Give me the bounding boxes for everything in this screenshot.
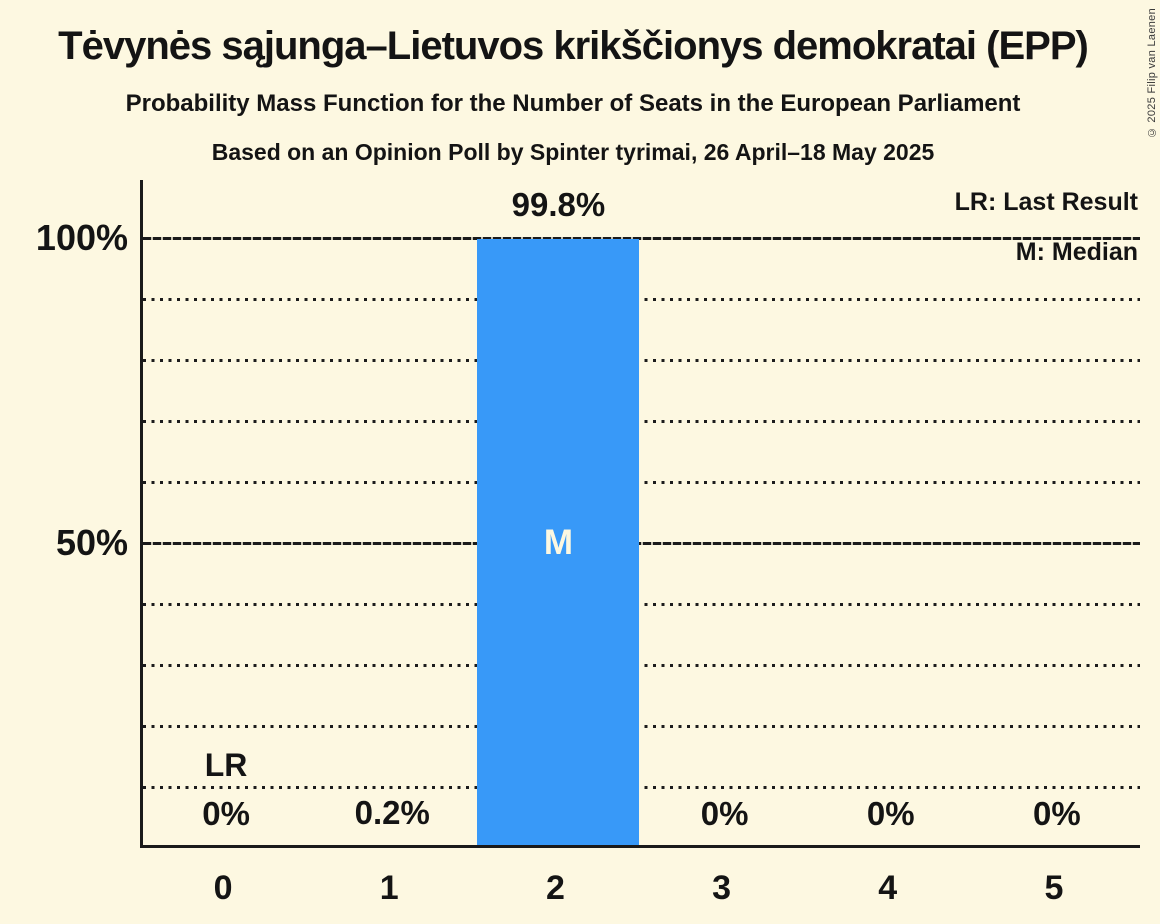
gridline-30pct [143, 663, 1140, 667]
copyright-note: © 2025 Filip van Laenen [1146, 8, 1158, 139]
gridline-80pct [143, 358, 1140, 362]
value-label-seats-0: 0% [202, 794, 250, 832]
plot-area: 0% 0.2% 99.8% 0% 0% 0% LR M [140, 180, 1140, 848]
gridline-70pct [143, 419, 1140, 423]
x-tick-seats-5: 5 [1044, 869, 1064, 907]
gridline-40pct [143, 602, 1140, 606]
value-label-seats-4: 0% [866, 794, 915, 832]
x-tick-seats-4: 4 [878, 869, 898, 907]
value-label-seats-3: 0% [700, 794, 749, 832]
major-gridline-50pct [143, 541, 1140, 545]
median-marker: M [543, 523, 573, 562]
y-tick-100pct: 100% [35, 217, 128, 258]
last-result-marker: LR [204, 746, 248, 783]
x-tick-seats-3: 3 [712, 869, 732, 907]
x-tick-seats-1: 1 [379, 869, 399, 907]
gridline-90pct [143, 297, 1140, 301]
legend-median: M: Median [1015, 238, 1138, 266]
gridline-60pct [143, 480, 1140, 484]
chart-title: Tėvynės sąjunga–Lietuvos krikščionys dem… [58, 24, 1089, 68]
major-gridline-100pct [143, 236, 1140, 240]
chart-source-line: Based on an Opinion Poll by Spinter tyri… [211, 139, 935, 165]
value-label-seats-2: 99.8% [511, 185, 606, 223]
value-label-seats-5: 0% [1033, 794, 1081, 832]
bar-seats-2 [477, 239, 640, 848]
x-axis-line [140, 845, 1140, 848]
x-tick-seats-0: 0 [213, 869, 233, 907]
gridline-20pct [143, 724, 1140, 728]
value-label-seats-1: 0.2% [354, 793, 430, 831]
gridline-10pct [143, 785, 1140, 789]
x-tick-seats-2: 2 [545, 869, 565, 907]
legend-last-result: LR: Last Result [954, 188, 1138, 216]
y-tick-50pct: 50% [55, 522, 128, 563]
chart-subtitle: Probability Mass Function for the Number… [125, 90, 1021, 117]
